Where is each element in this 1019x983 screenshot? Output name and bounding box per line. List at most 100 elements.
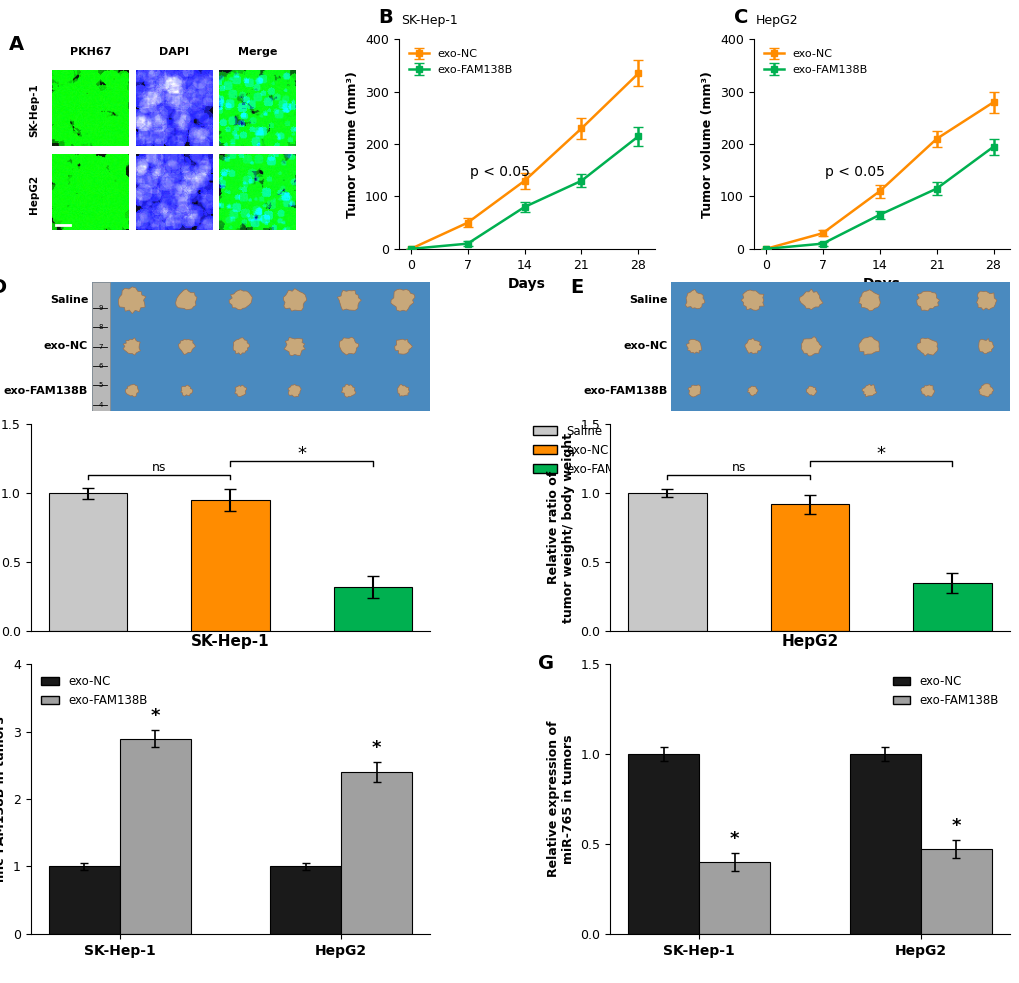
Polygon shape [858, 290, 879, 311]
Y-axis label: Relative ratio of
tumor weight/ body weight: Relative ratio of tumor weight/ body wei… [546, 433, 575, 623]
Text: p < 0.05: p < 0.05 [824, 165, 884, 179]
Text: SK-Hep-1: SK-Hep-1 [29, 84, 39, 138]
Polygon shape [805, 386, 816, 395]
Y-axis label: Relative expression of
miR-765 in tumors: Relative expression of miR-765 in tumors [546, 721, 575, 878]
Text: ns: ns [731, 461, 745, 474]
X-axis label: SK-Hep-1: SK-Hep-1 [191, 634, 269, 649]
Text: 5: 5 [99, 382, 103, 388]
Bar [698, 862, 769, 934]
Polygon shape [118, 287, 146, 314]
Polygon shape [123, 338, 141, 355]
Polygon shape [916, 291, 938, 311]
Text: D: D [0, 278, 7, 297]
Y-axis label: Tumor volume (mm³): Tumor volume (mm³) [346, 71, 359, 217]
Legend: Saline, exo-NC, exo-FAM138B: Saline, exo-NC, exo-FAM138B [528, 420, 649, 481]
Bar [333, 587, 412, 631]
Text: 6: 6 [99, 363, 103, 369]
Polygon shape [229, 290, 252, 310]
Bar [920, 849, 990, 934]
Text: *: * [876, 445, 884, 463]
X-axis label: Days: Days [862, 277, 900, 291]
Polygon shape [747, 386, 757, 396]
Polygon shape [978, 338, 994, 354]
Polygon shape [685, 290, 704, 309]
Polygon shape [801, 336, 821, 356]
Polygon shape [916, 338, 937, 356]
Text: SK-Hep-1: SK-Hep-1 [400, 14, 458, 27]
Text: *: * [372, 738, 381, 757]
Text: HepG2: HepG2 [755, 14, 798, 27]
Legend: exo-NC, exo-FAM138B: exo-NC, exo-FAM138B [404, 45, 517, 80]
Y-axis label: Relative expression of
linc-FAM138B in tumors: Relative expression of linc-FAM138B in t… [0, 717, 7, 882]
Polygon shape [283, 289, 307, 312]
Polygon shape [234, 385, 247, 396]
Text: *: * [730, 830, 739, 847]
Legend: exo-NC, exo-FAM138B: exo-NC, exo-FAM138B [758, 45, 871, 80]
Bar [912, 583, 990, 631]
Text: A: A [9, 35, 24, 54]
Bar [92, 282, 430, 411]
Text: DAPI: DAPI [159, 47, 190, 57]
Polygon shape [978, 383, 993, 397]
Text: HepG2: HepG2 [29, 175, 39, 214]
Text: exo-NC: exo-NC [623, 341, 667, 351]
Text: p < 0.05: p < 0.05 [470, 165, 530, 179]
Polygon shape [178, 339, 196, 355]
X-axis label: HepG2: HepG2 [781, 634, 838, 649]
Polygon shape [397, 384, 409, 396]
Bar [341, 773, 412, 934]
Polygon shape [394, 339, 412, 354]
Text: PKH67: PKH67 [70, 47, 111, 57]
Text: exo-FAM138B: exo-FAM138B [4, 385, 88, 395]
Text: ns: ns [152, 461, 166, 474]
Polygon shape [284, 337, 305, 356]
Text: 9: 9 [99, 305, 103, 312]
Text: *: * [951, 817, 960, 835]
Text: *: * [297, 445, 306, 463]
Polygon shape [337, 290, 361, 311]
Bar [671, 282, 1009, 411]
Polygon shape [686, 339, 701, 353]
Bar [270, 866, 341, 934]
X-axis label: Days: Days [507, 277, 545, 291]
Bar [192, 500, 269, 631]
Text: C: C [734, 8, 748, 27]
Polygon shape [920, 385, 933, 396]
Text: Merge: Merge [237, 47, 277, 57]
Text: 8: 8 [99, 324, 103, 330]
Text: Saline: Saline [629, 295, 667, 305]
Bar [628, 754, 698, 934]
Polygon shape [858, 337, 878, 355]
Text: 4: 4 [99, 402, 103, 408]
Y-axis label: Tumor volume (mm³): Tumor volume (mm³) [701, 71, 713, 217]
Bar [49, 493, 127, 631]
Bar [628, 493, 706, 631]
Bar [49, 866, 119, 934]
Text: 7: 7 [99, 344, 103, 350]
Text: B: B [378, 8, 393, 27]
Polygon shape [975, 291, 996, 310]
Polygon shape [339, 337, 358, 355]
Text: *: * [150, 707, 160, 725]
Polygon shape [180, 385, 193, 396]
Polygon shape [341, 384, 356, 397]
Polygon shape [287, 384, 301, 397]
Polygon shape [390, 289, 415, 312]
Legend: exo-NC, exo-FAM138B: exo-NC, exo-FAM138B [888, 670, 1003, 712]
Polygon shape [233, 338, 250, 355]
Polygon shape [687, 385, 700, 397]
Polygon shape [799, 289, 822, 310]
Legend: exo-NC, exo-FAM138B: exo-NC, exo-FAM138B [37, 670, 152, 712]
Polygon shape [741, 290, 763, 311]
Bar [770, 504, 848, 631]
Text: E: E [570, 278, 583, 297]
Text: G: G [538, 654, 553, 672]
Text: Saline: Saline [50, 295, 88, 305]
Polygon shape [861, 384, 876, 397]
Polygon shape [744, 338, 761, 354]
Text: exo-FAM138B: exo-FAM138B [583, 385, 667, 395]
Polygon shape [125, 384, 139, 397]
Polygon shape [175, 289, 197, 310]
Bar [849, 754, 920, 934]
Bar [92, 282, 110, 411]
